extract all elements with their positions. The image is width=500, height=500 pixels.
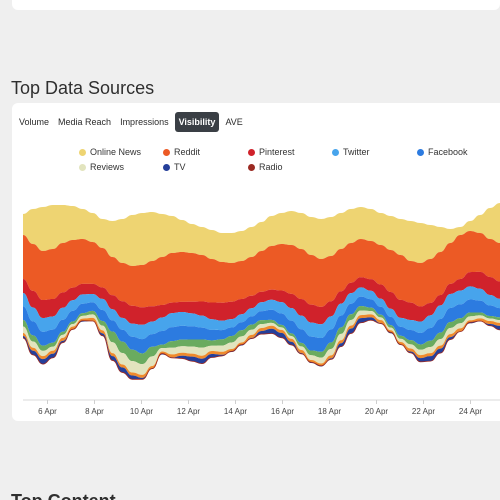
legend-dot	[248, 148, 255, 156]
legend-dot	[163, 148, 170, 156]
tab-ave[interactable]: AVE	[225, 117, 243, 127]
x-axis-tick-label: 20 Apr	[365, 407, 388, 416]
chart-legend: Online News Reddit Pinterest Twitter Fac…	[12, 145, 500, 185]
legend-label: Radio	[259, 162, 283, 172]
legend-label: Reddit	[174, 147, 201, 157]
metric-tabs: Volume Media Reach Impressions Visibilit…	[16, 112, 249, 132]
stream-band-reviews	[23, 310, 500, 375]
legend-dot	[332, 148, 339, 156]
legend-item-online-news[interactable]: Online News	[79, 147, 141, 157]
tab-impressions[interactable]: Impressions	[120, 117, 169, 127]
legend-item-facebook[interactable]: Facebook	[417, 147, 468, 157]
tab-visibility[interactable]: Visibility	[174, 112, 220, 132]
stream-band-pinterest	[23, 271, 500, 325]
x-axis-tick-label: 14 Apr	[224, 407, 247, 416]
streamgraph-chart: 6 Apr 8 Apr 10 Apr 12 Apr 14 Apr 16 Apr 18 Apr…	[22, 203, 500, 416]
legend-item-twitter[interactable]: Twitter	[332, 147, 370, 157]
stream-band-online-news	[23, 203, 500, 266]
x-axis-tick-label: 16 Apr	[271, 407, 294, 416]
x-axis-tick-label: 18 Apr	[318, 407, 341, 416]
legend-dot	[79, 148, 86, 156]
x-axis-tick-label: 10 Apr	[130, 407, 153, 416]
stream-band-orange	[23, 314, 500, 378]
x-axis-tick-label: 12 Apr	[177, 407, 200, 416]
stream-band-facebook	[23, 296, 500, 354]
legend-label: Reviews	[90, 162, 125, 172]
x-axis-tick-label: 24 Apr	[459, 407, 482, 416]
legend-label: Facebook	[428, 147, 468, 157]
legend-item-reddit[interactable]: Reddit	[163, 147, 200, 157]
legend-dot	[163, 163, 170, 171]
legend-label: TV	[174, 162, 186, 172]
legend-item-tv[interactable]: TV	[163, 162, 186, 172]
tab-volume[interactable]: Volume	[19, 117, 50, 127]
x-axis-tick-label: 6 Apr	[38, 407, 57, 416]
legend-dot	[248, 163, 255, 171]
legend-dot	[79, 163, 86, 171]
stream-band-reddit	[23, 231, 500, 308]
next-section-title: Top Content	[11, 491, 116, 500]
legend-label: Twitter	[343, 147, 370, 157]
legend-dot	[417, 148, 424, 156]
x-axis-tick-label: 8 Apr	[85, 407, 104, 416]
stream-band-radio	[22, 319, 500, 380]
legend-label: Pinterest	[259, 147, 295, 157]
legend-item-pinterest[interactable]: Pinterest	[248, 147, 295, 157]
legend-label: Online News	[90, 147, 142, 157]
previous-section-card	[12, 0, 500, 10]
stream-band-twitter	[23, 286, 500, 340]
section-title: Top Data Sources	[11, 78, 155, 98]
x-axis-tick-label: 22 Apr	[412, 407, 435, 416]
top-data-sources-card: Volume Media Reach Impressions Visibilit…	[12, 103, 500, 421]
legend-item-reviews[interactable]: Reviews	[79, 162, 124, 172]
tab-media-reach[interactable]: Media Reach	[58, 117, 112, 127]
legend-item-radio[interactable]: Radio	[248, 162, 283, 172]
